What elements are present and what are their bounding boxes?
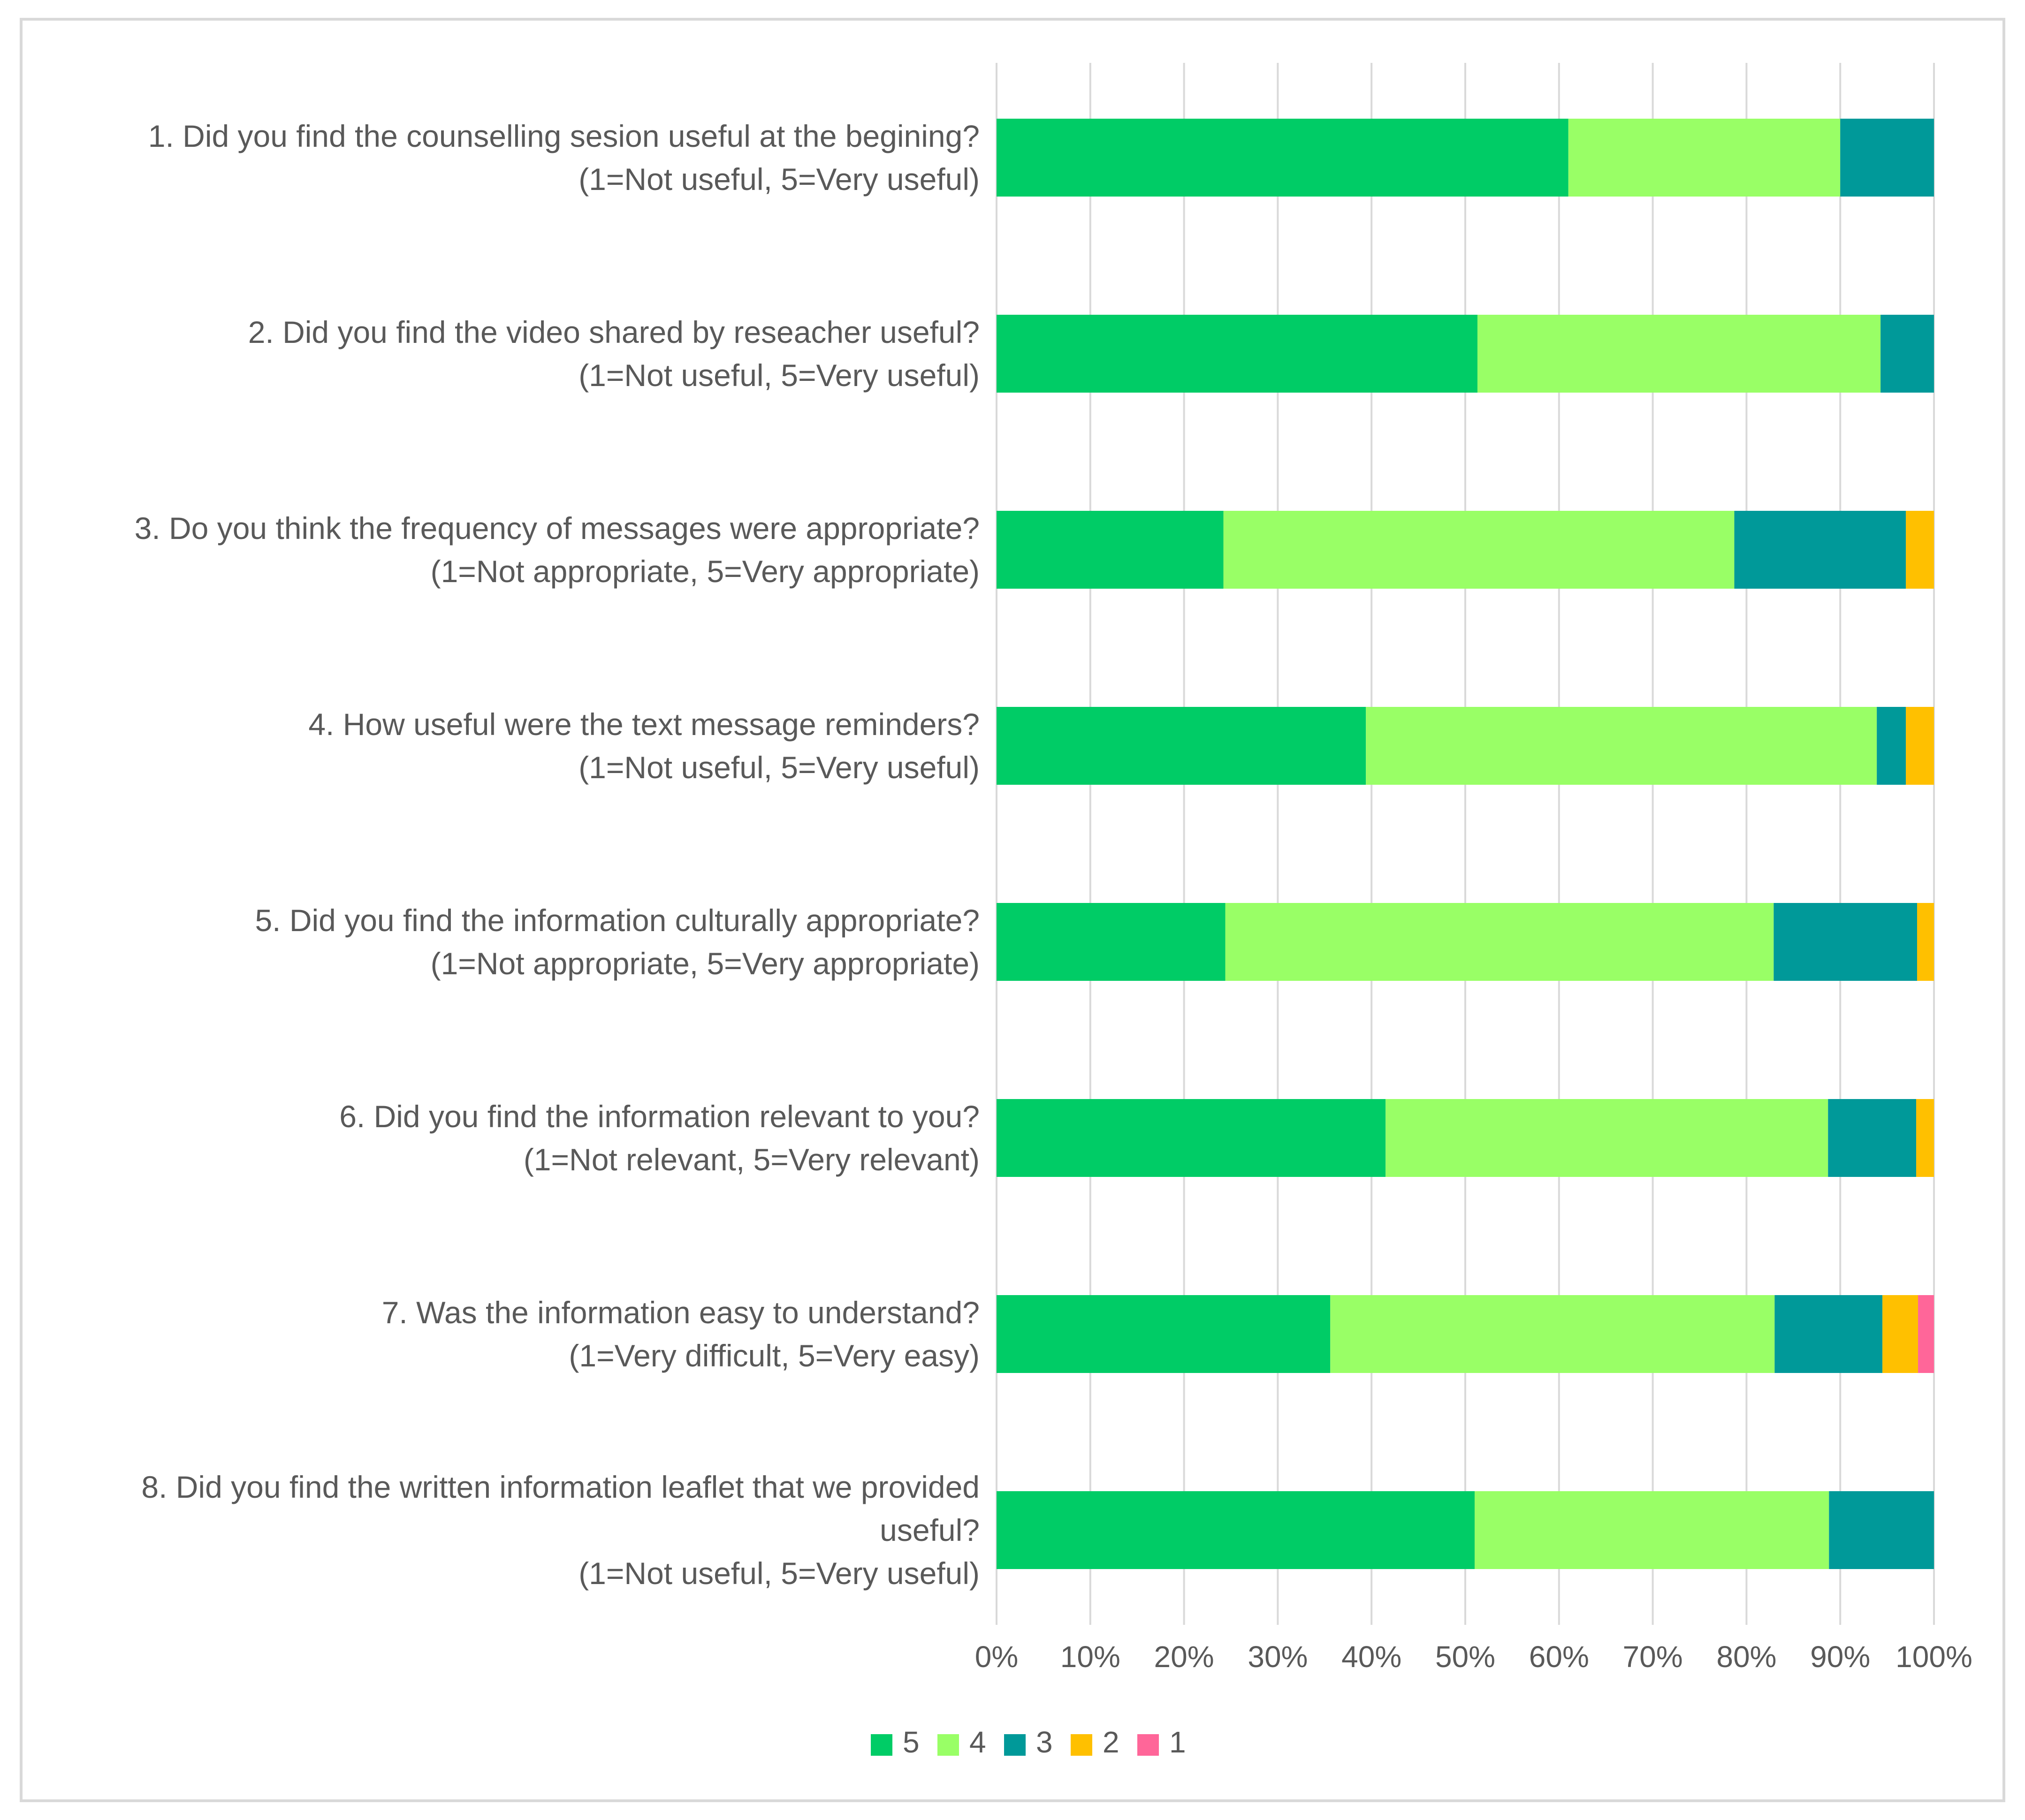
- bar-segment-q6-rating-5: [997, 1099, 1386, 1177]
- bar-segment-q2-rating-4: [1477, 315, 1881, 393]
- bar-segment-q7-rating-2: [1882, 1295, 1918, 1373]
- bar-segment-q7-rating-1: [1918, 1295, 1934, 1373]
- x-tick-label: 30%: [1248, 1640, 1308, 1674]
- x-tick-label: 40%: [1341, 1640, 1401, 1674]
- bar-segment-q7-rating-3: [1774, 1295, 1883, 1373]
- category-label-line: 3. Do you think the frequency of message…: [134, 511, 980, 546]
- legend-swatch-2: [1071, 1734, 1092, 1756]
- category-label-line: (1=Very difficult, 5=Very easy): [569, 1338, 980, 1373]
- legend-label-3: 3: [1036, 1725, 1053, 1759]
- category-label-line: useful?: [880, 1513, 980, 1547]
- legend-label-2: 2: [1103, 1725, 1119, 1759]
- category-label-line: 2. Did you find the video shared by rese…: [248, 315, 980, 349]
- x-tick-label: 70%: [1623, 1640, 1683, 1674]
- bar-segment-q4-rating-3: [1877, 707, 1906, 785]
- category-label-line: 7. Was the information easy to understan…: [381, 1295, 980, 1330]
- bar-segment-q5-rating-5: [997, 903, 1226, 981]
- bar-segment-q1-rating-4: [1568, 119, 1841, 197]
- legend-swatch-1: [1137, 1734, 1159, 1756]
- category-label-line: (1=Not useful, 5=Very useful): [579, 162, 980, 197]
- category-label-line: 8. Did you find the written information …: [141, 1470, 980, 1504]
- category-label-5: 5. Did you find the information cultural…: [51, 899, 980, 985]
- bar-segment-q2-rating-3: [1880, 315, 1934, 393]
- x-tick-label: 90%: [1810, 1640, 1870, 1674]
- legend-swatch-3: [1004, 1734, 1026, 1756]
- legend-label-4: 4: [969, 1725, 986, 1759]
- category-label-line: (1=Not appropriate, 5=Very appropriate): [430, 946, 980, 981]
- bar-segment-q3-rating-3: [1734, 511, 1906, 589]
- bar-segment-q5-rating-4: [1225, 903, 1774, 981]
- bar-segment-q2-rating-5: [997, 315, 1477, 393]
- x-tick-label: 80%: [1716, 1640, 1776, 1674]
- category-label-line: (1=Not useful, 5=Very useful): [579, 358, 980, 393]
- bar-segment-q6-rating-3: [1828, 1099, 1917, 1177]
- bar-segment-q3-rating-2: [1906, 511, 1934, 589]
- category-label-7: 7. Was the information easy to understan…: [51, 1291, 980, 1377]
- x-tick-label: 50%: [1435, 1640, 1495, 1674]
- legend-swatch-4: [937, 1734, 959, 1756]
- bar-segment-q5-rating-2: [1917, 903, 1934, 981]
- bar-segment-q5-rating-3: [1774, 903, 1918, 981]
- x-tick-label: 60%: [1529, 1640, 1589, 1674]
- bar-segment-q3-rating-5: [997, 511, 1224, 589]
- category-label-line: (1=Not useful, 5=Very useful): [579, 750, 980, 785]
- category-label-1: 1. Did you find the counselling sesion u…: [51, 114, 980, 201]
- legend-label-1: 1: [1169, 1725, 1186, 1759]
- category-label-line: 6. Did you find the information relevant…: [339, 1099, 980, 1134]
- category-label-2: 2. Did you find the video shared by rese…: [51, 311, 980, 397]
- x-tick-label: 100%: [1896, 1640, 1972, 1674]
- bar-segment-q7-rating-4: [1330, 1295, 1775, 1373]
- bar-segment-q8-rating-3: [1829, 1491, 1934, 1569]
- bar-segment-q3-rating-4: [1223, 511, 1735, 589]
- bar-segment-q1-rating-5: [997, 119, 1568, 197]
- bar-segment-q6-rating-4: [1386, 1099, 1828, 1177]
- bar-segment-q1-rating-3: [1840, 119, 1934, 197]
- x-tick-label: 10%: [1060, 1640, 1120, 1674]
- category-label-line: 5. Did you find the information cultural…: [255, 903, 980, 938]
- bar-segment-q8-rating-5: [997, 1491, 1475, 1569]
- category-label-line: (1=Not appropriate, 5=Very appropriate): [430, 554, 980, 589]
- category-label-3: 3. Do you think the frequency of message…: [51, 507, 980, 593]
- stacked-bar-chart: 0% 10% 20% 30% 40% 50% 60% 70% 80% 90% 100% 5 4 3 2 1: [871, 63, 1972, 1759]
- category-label-line: 4. How useful were the text message remi…: [308, 707, 980, 742]
- category-label-line: (1=Not useful, 5=Very useful): [579, 1556, 980, 1591]
- chart-frame: 1. Did you find the counselling sesion u…: [20, 18, 2005, 1802]
- x-tick-label: 0%: [975, 1640, 1019, 1674]
- bar-segment-q4-rating-2: [1906, 707, 1934, 785]
- category-label-line: 1. Did you find the counselling sesion u…: [148, 119, 980, 153]
- bar-segment-q7-rating-5: [997, 1295, 1331, 1373]
- category-label-8: 8. Did you find the written information …: [51, 1465, 980, 1595]
- bar-segment-q4-rating-5: [997, 707, 1366, 785]
- category-label-6: 6. Did you find the information relevant…: [51, 1095, 980, 1181]
- bar-segment-q8-rating-4: [1474, 1491, 1829, 1569]
- legend-swatch-5: [871, 1734, 892, 1756]
- legend-label-5: 5: [903, 1725, 920, 1759]
- category-label-line: (1=Not relevant, 5=Very relevant): [523, 1142, 980, 1177]
- bar-segment-q4-rating-4: [1366, 707, 1877, 785]
- x-tick-label: 20%: [1154, 1640, 1214, 1674]
- category-label-4: 4. How useful were the text message remi…: [51, 703, 980, 789]
- bar-segment-q6-rating-2: [1916, 1099, 1934, 1177]
